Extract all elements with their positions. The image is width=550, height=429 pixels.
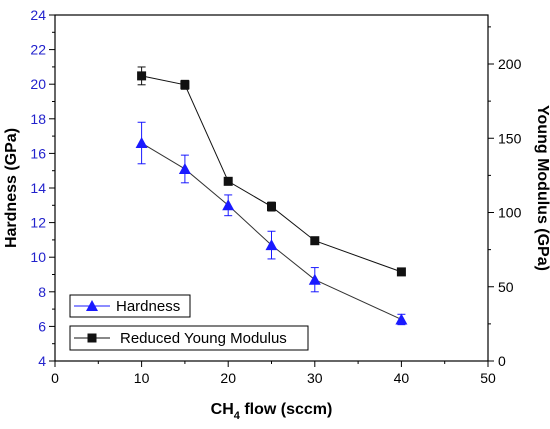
y2-tick-label: 0 (498, 353, 506, 369)
x-axis-title: CH4 flow (sccm) (211, 401, 333, 422)
left-y-axis-title: Hardness (GPa) (3, 128, 20, 248)
x-tick-label: 40 (394, 370, 410, 386)
legend-box-hardness: Hardness (69, 294, 191, 318)
y-tick-label: 10 (30, 249, 46, 265)
y2-tick-label: 200 (498, 56, 522, 72)
y-tick-label: 8 (38, 284, 46, 300)
data-point-hardness (222, 199, 235, 211)
series-layer (135, 66, 408, 326)
legend-box-reduced-young-modulus: Reduced Young Modulus (69, 325, 309, 351)
data-point-reduced-young-modulus (137, 71, 147, 81)
series-reduced-young-modulus (137, 66, 406, 277)
data-point-hardness (265, 239, 278, 251)
x-tick-label: 20 (220, 370, 236, 386)
y-tick-label: 6 (38, 318, 46, 334)
data-point-reduced-young-modulus (223, 176, 233, 186)
data-point-hardness (395, 313, 408, 325)
y-tick-label: 20 (30, 76, 46, 92)
x-axis-ticks: 0 10 20 30 40 50 (51, 361, 496, 386)
right-y-axis-ticks: 0 50 100 150 200 (488, 26, 522, 369)
data-point-reduced-young-modulus (310, 236, 320, 246)
y-tick-label: 24 (30, 7, 46, 23)
data-point-reduced-young-modulus (180, 80, 190, 90)
series-line-reduced-young-modulus (141, 75, 402, 273)
data-point-reduced-young-modulus (396, 267, 406, 277)
y-tick-label: 12 (30, 215, 46, 231)
y-tick-label: 16 (30, 145, 46, 161)
data-point-hardness (135, 137, 148, 149)
x-tick-label: 10 (134, 370, 150, 386)
right-y-axis-title: Young Modulus (GPa) (534, 105, 550, 271)
y2-tick-label: 100 (498, 205, 522, 221)
y-tick-label: 18 (30, 111, 46, 127)
x-tick-label: 0 (51, 370, 59, 386)
data-point-hardness (178, 162, 191, 174)
series-line-hardness (141, 142, 402, 320)
y-tick-label: 22 (30, 42, 46, 58)
y2-tick-label: 150 (498, 130, 522, 146)
y-tick-label: 4 (38, 353, 46, 369)
y2-tick-label: 50 (498, 279, 514, 295)
left-y-axis-ticks: 4 6 8 10 12 14 16 18 20 22 24 (30, 7, 55, 369)
legend-label-hardness: Hardness (116, 298, 180, 315)
y-tick-label: 14 (30, 180, 46, 196)
x-tick-label: 50 (480, 370, 496, 386)
legend-marker-hardness (86, 300, 98, 311)
legend-marker-reduced-young-modulus (87, 333, 97, 343)
data-point-reduced-young-modulus (267, 202, 276, 212)
x-tick-label: 30 (307, 370, 323, 386)
series-hardness (135, 121, 408, 326)
data-point-hardness (308, 273, 321, 285)
legend-label-reduced-young-modulus: Reduced Young Modulus (120, 330, 287, 347)
